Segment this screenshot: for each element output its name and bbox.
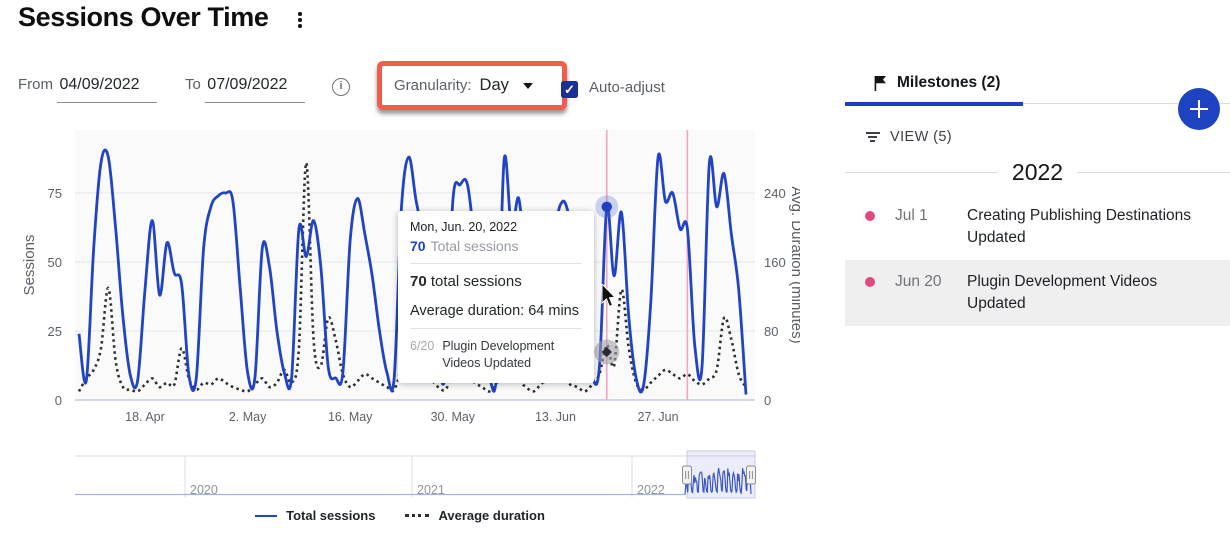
milestone-date: Jul 1: [895, 207, 928, 224]
svg-text:18. Apr: 18. Apr: [125, 410, 165, 424]
chevron-down-icon[interactable]: [522, 82, 533, 89]
brush-handle: [682, 465, 692, 485]
milestone-title: Creating Publishing Destinations Updated: [967, 207, 1192, 246]
legend-label: Total sessions: [286, 508, 376, 523]
milestone-dot-icon: [865, 277, 875, 287]
brush-handles[interactable]: [682, 465, 756, 485]
from-date-field: From 04/09/2022: [18, 76, 158, 103]
highlighted-point-marker[interactable]: [594, 195, 620, 365]
svg-text:2021: 2021: [417, 483, 445, 497]
y-right-tick-80: 80: [764, 324, 778, 339]
y-left-tick-50: 50: [48, 255, 62, 270]
brush-handle: [746, 465, 756, 485]
milestone-list-item[interactable]: Jul 1 Creating Publishing Destinations U…: [845, 194, 1230, 260]
auto-adjust-checkbox[interactable]: ✓: [561, 81, 578, 98]
svg-text:2. May: 2. May: [229, 410, 267, 424]
tooltip-milestone-date: 6/20: [410, 339, 435, 353]
milestone-date: Jun 20: [895, 273, 942, 290]
mini-year-labels: 2020 2021 2022: [190, 483, 665, 497]
granularity-annotation-highlight: Granularity: Day: [377, 61, 567, 110]
granularity-label: Granularity:: [394, 77, 472, 94]
filter-icon: [865, 131, 880, 143]
milestone-list: Jul 1 Creating Publishing Destinations U…: [845, 194, 1230, 326]
svg-text:13. Jun: 13. Jun: [535, 410, 576, 424]
chart-legend: Total sessions Average duration: [0, 508, 800, 523]
tooltip-date: Mon, Jun. 20, 2022: [410, 220, 518, 234]
plus-icon: [1190, 100, 1208, 118]
dotted-line-swatch: [405, 514, 430, 517]
page-title: Sessions Over Time: [18, 2, 269, 32]
legend-label: Average duration: [438, 508, 545, 523]
to-date-input[interactable]: 07/09/2022: [205, 76, 306, 103]
view-filter-button[interactable]: VIEW (5): [865, 129, 1230, 145]
auto-adjust-label: Auto-adjust: [589, 79, 665, 96]
milestone-dot-icon: [865, 211, 875, 221]
x-axis-tick-labels: 18. Apr 2. May 16. May 30. May 13. Jun 27. Ju…: [125, 410, 678, 424]
view-filter-label: VIEW (5): [890, 129, 953, 145]
legend-average-duration[interactable]: Average duration: [405, 508, 545, 523]
legend-total-sessions[interactable]: Total sessions: [255, 508, 375, 523]
from-date-input[interactable]: 04/09/2022: [57, 76, 158, 103]
tooltip-milestone-text: Plugin Development Videos Updated: [442, 339, 555, 370]
to-date-field: To 07/09/2022: [185, 76, 306, 103]
tooltip-duration: Average duration: 64 mins: [410, 303, 580, 319]
to-label: To: [185, 76, 201, 93]
svg-text:27. Jun: 27. Jun: [638, 410, 679, 424]
mini-sparkline: [684, 466, 752, 495]
flag-icon: [874, 76, 886, 91]
timeline-brush[interactable]: 2020 2021 2022: [0, 449, 800, 504]
y-left-axis-title: Sessions: [21, 235, 38, 296]
tooltip-sessions-label: total sessions: [426, 273, 522, 290]
svg-text:2022: 2022: [637, 483, 665, 497]
info-icon[interactable]: i: [332, 78, 350, 96]
tab-divider: [845, 103, 1230, 104]
milestone-title: Plugin Development Videos Updated: [967, 273, 1158, 312]
solid-line-swatch: [255, 514, 278, 517]
add-milestone-button[interactable]: [1178, 88, 1220, 130]
granularity-dropdown[interactable]: Day: [479, 76, 509, 94]
tooltip-value-label: Total sessions: [430, 238, 519, 254]
y-right-tick-160: 160: [764, 255, 786, 270]
y-left-tick-0: 0: [55, 393, 62, 408]
mouse-cursor: [601, 284, 617, 308]
year-heading: 2022: [845, 159, 1230, 186]
tooltip-value: 70: [410, 238, 426, 254]
svg-text:16. May: 16. May: [328, 410, 373, 424]
milestone-list-item[interactable]: Jun 20 Plugin Development Videos Updated: [845, 260, 1230, 326]
y-right-tick-240: 240: [764, 186, 786, 201]
tooltip-sessions-value: 70: [410, 273, 427, 290]
y-left-tick-25: 25: [48, 324, 62, 339]
active-tab-indicator: [845, 102, 1023, 106]
chart-tooltip: Mon, Jun. 20, 2022 70 Total sessions 70 t…: [398, 211, 594, 383]
svg-text:2020: 2020: [190, 483, 218, 497]
y-right-tick-0: 0: [764, 393, 771, 408]
y-left-tick-75: 75: [48, 186, 62, 201]
mini-year-gridlines: [184, 456, 633, 497]
from-label: From: [18, 76, 53, 93]
tab-milestones[interactable]: Milestones (2): [873, 74, 1000, 92]
y-right-axis-title: Avg. Duration (minutes): [788, 186, 800, 343]
tab-milestones-label: Milestones (2): [897, 74, 1001, 91]
kebab-menu-icon[interactable]: [293, 12, 307, 36]
milestones-panel: Milestones (2) VIEW (5) 2022 Jul 1 Creat…: [845, 66, 1230, 326]
svg-text:30. May: 30. May: [431, 410, 476, 424]
